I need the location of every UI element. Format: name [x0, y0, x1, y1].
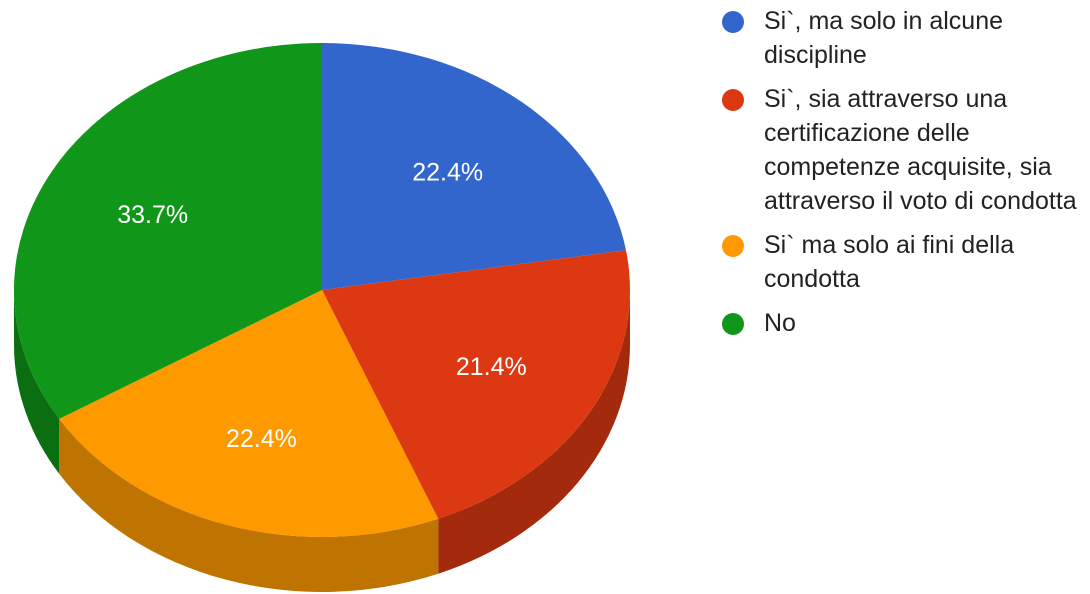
slice-label-some-disciplines: 22.4%: [412, 158, 483, 186]
pie-slice-no: [13, 43, 322, 419]
legend-swatch-icon: [722, 313, 744, 335]
legend-label: Si`, ma solo in alcune discipline: [764, 7, 1004, 69]
pie-slice-side-conduct-only: [59, 418, 439, 592]
pie-slice-some-disciplines: [322, 43, 626, 290]
pie-top-layer: [13, 43, 631, 537]
legend-swatch-icon: [722, 235, 744, 257]
slice-label-certification-and-conduct: 21.4%: [456, 353, 527, 381]
pie-slice-side-certification-and-conduct: [438, 290, 630, 574]
legend-label: Si` ma solo ai fini della condotta: [764, 231, 1015, 293]
pie-depth-layer: [13, 290, 630, 592]
legend-item-some-disciplines: Si`, ma solo in alcune discipline: [722, 4, 1088, 72]
slice-label-conduct-only: 22.4%: [226, 425, 297, 453]
legend: Si`, ma solo in alcune discipline Si`, si…: [722, 4, 1088, 350]
pie-slice-certification-and-conduct: [322, 250, 631, 519]
pie-slice-conduct-only: [59, 290, 439, 537]
legend-item-conduct-only: Si` ma solo ai fini della condotta: [722, 228, 1088, 296]
pie-slice-side-no: [13, 290, 60, 474]
legend-swatch-icon: [722, 11, 744, 33]
pie-label-layer: 22.4% 21.4% 22.4% 33.7%: [117, 158, 526, 452]
pie-chart: 22.4% 21.4% 22.4% 33.7%: [13, 43, 631, 592]
legend-swatch-icon: [722, 89, 744, 111]
legend-item-no: No: [722, 306, 1088, 340]
legend-item-certification-and-conduct: Si`, sia attraverso una certificazione d…: [722, 82, 1088, 218]
legend-label: No: [764, 309, 796, 337]
slice-label-no: 33.7%: [117, 201, 188, 229]
legend-label: Si`, sia attraverso una certificazione d…: [764, 85, 1077, 215]
